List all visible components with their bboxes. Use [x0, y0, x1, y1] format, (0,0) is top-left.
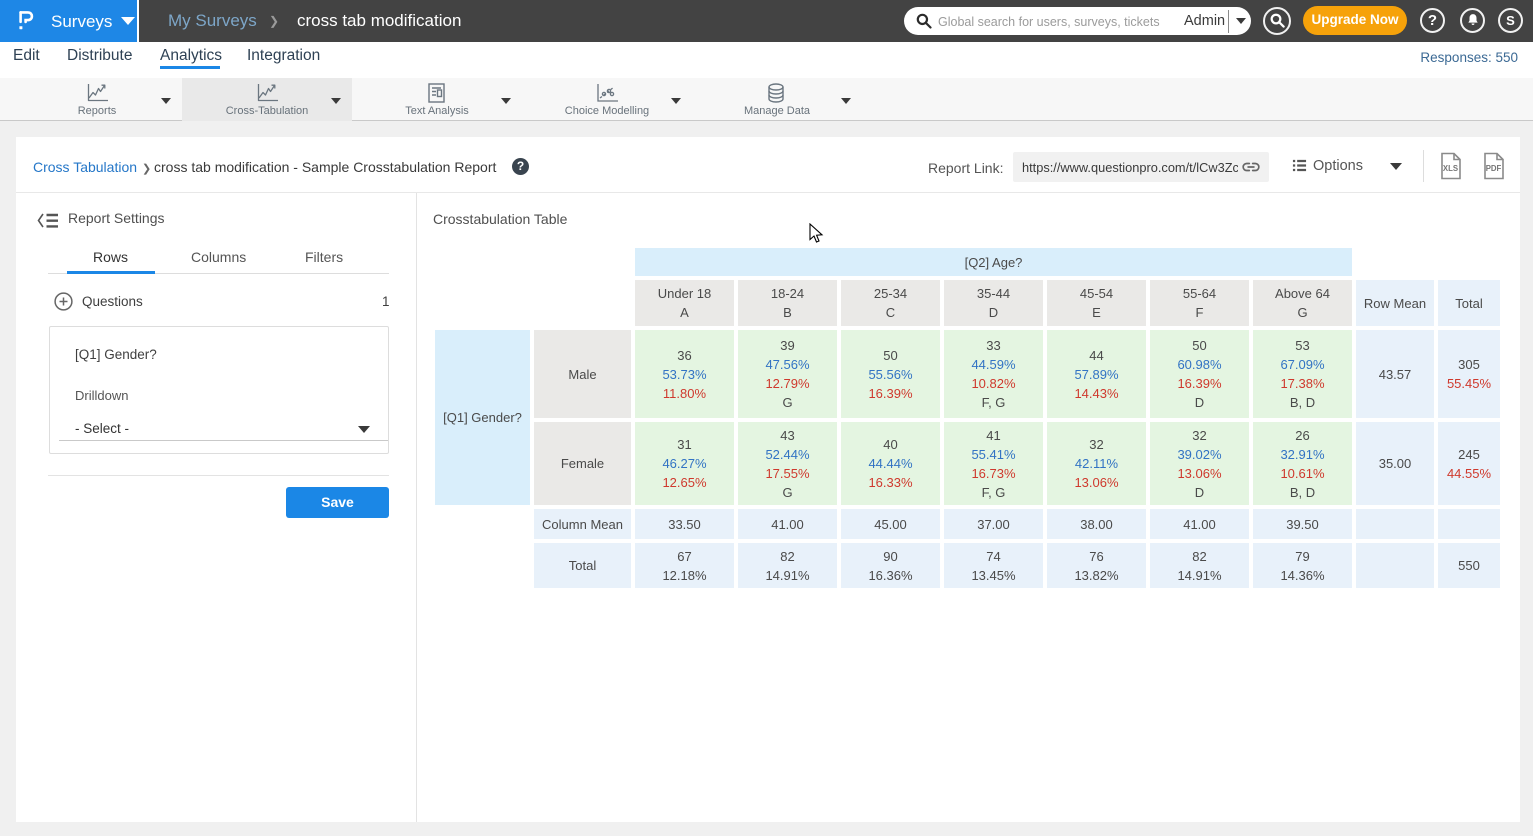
- svg-text:PDF: PDF: [1486, 164, 1502, 173]
- svg-text:XLS: XLS: [1443, 164, 1458, 173]
